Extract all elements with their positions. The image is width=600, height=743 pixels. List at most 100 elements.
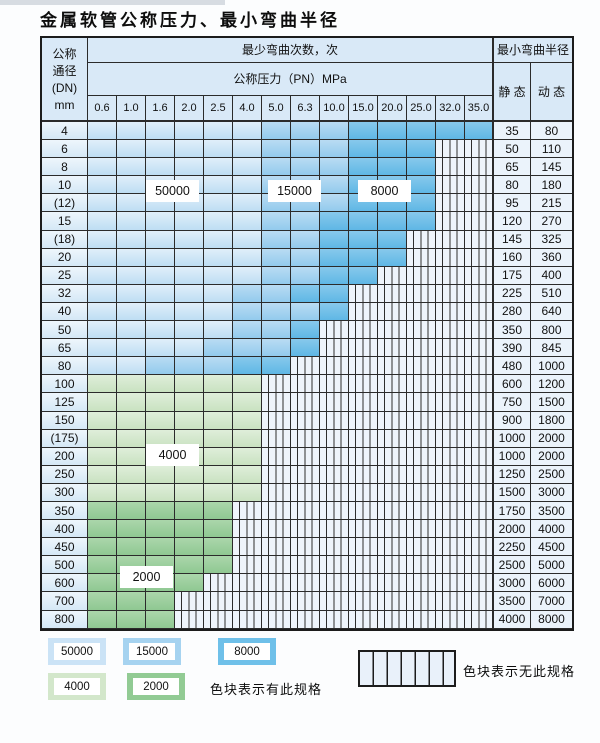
spec-cell xyxy=(88,339,117,358)
spec-cell xyxy=(320,393,349,412)
legend-swatch-label: 2000 xyxy=(133,678,179,695)
dn-label: 15 xyxy=(42,212,88,231)
legend-swatch-label: 50000 xyxy=(54,643,100,660)
spec-cell xyxy=(349,375,378,394)
spec-cell xyxy=(233,556,262,575)
legend-swatch: 50000 xyxy=(48,638,106,665)
spec-cell xyxy=(320,465,349,484)
spec-cell xyxy=(117,465,146,484)
spec-cell xyxy=(117,140,146,159)
spec-cell xyxy=(146,321,175,340)
dynamic-value: 325 xyxy=(531,230,572,249)
spec-cell xyxy=(117,411,146,430)
spec-cell xyxy=(407,302,436,322)
spec-cell xyxy=(175,520,204,539)
spec-cell xyxy=(407,574,436,593)
dynamic-value: 800 xyxy=(531,321,572,340)
legend-swatch: 8000 xyxy=(218,638,276,665)
spec-cell xyxy=(349,574,378,593)
spec-cell xyxy=(465,556,494,575)
legend-swatch-label: 15000 xyxy=(129,643,175,660)
spec-cell xyxy=(175,592,204,611)
spec-cell xyxy=(291,429,320,448)
spec-cell xyxy=(233,411,262,430)
spec-cell xyxy=(117,483,146,502)
spec-cell xyxy=(146,302,175,322)
spec-cell xyxy=(117,357,146,376)
spec-cell xyxy=(465,393,494,412)
dynamic-value: 80 xyxy=(531,122,572,141)
spec-cell xyxy=(291,122,320,141)
spec-cell xyxy=(204,122,233,141)
spec-cell xyxy=(204,520,233,539)
spec-cell xyxy=(320,610,349,629)
spec-cell xyxy=(175,375,204,394)
pressure-tick: 15.0 xyxy=(349,96,378,122)
static-value: 1250 xyxy=(494,465,531,484)
spec-cell xyxy=(88,592,117,611)
spec-cell xyxy=(320,339,349,358)
spec-cell xyxy=(291,321,320,340)
spec-cell xyxy=(320,266,349,285)
spec-cell xyxy=(233,158,262,177)
spec-cell xyxy=(262,465,291,484)
legend-swatch-label: 4000 xyxy=(54,678,100,695)
static-value: 2000 xyxy=(494,520,531,539)
dynamic-value: 2000 xyxy=(531,447,572,466)
spec-cell xyxy=(88,483,117,502)
spec-cell xyxy=(204,321,233,340)
spec-cell xyxy=(88,610,117,629)
spec-cell xyxy=(291,375,320,394)
spec-cell xyxy=(175,574,204,593)
legend-swatch: 4000 xyxy=(48,673,106,700)
spec-cell xyxy=(465,339,494,358)
spec-cell xyxy=(204,483,233,502)
spec-cell xyxy=(233,212,262,231)
dn-label: 350 xyxy=(42,501,88,521)
spec-cell xyxy=(436,194,465,213)
spec-cell xyxy=(407,140,436,159)
spec-cell xyxy=(349,321,378,340)
dn-label: 20 xyxy=(42,248,88,267)
dynamic-value: 1500 xyxy=(531,393,572,412)
spec-cell xyxy=(175,501,204,521)
spec-cell xyxy=(378,375,407,394)
spec-cell xyxy=(465,176,494,195)
spec-cell xyxy=(436,302,465,322)
dn-label: 400 xyxy=(42,520,88,539)
spec-cell xyxy=(378,501,407,521)
spec-cell xyxy=(407,122,436,141)
dynamic-value: 1000 xyxy=(531,357,572,376)
spec-cell xyxy=(88,465,117,484)
spec-cell xyxy=(175,321,204,340)
spec-cell xyxy=(291,411,320,430)
pressure-tick: 10.0 xyxy=(320,96,349,122)
spec-cell xyxy=(378,339,407,358)
spec-cell xyxy=(291,465,320,484)
dn-label: 200 xyxy=(42,447,88,466)
dn-label: 6 xyxy=(42,140,88,159)
spec-cell xyxy=(88,321,117,340)
spec-cell xyxy=(465,574,494,593)
spec-cell xyxy=(465,284,494,303)
spec-cell xyxy=(204,212,233,231)
spec-cell xyxy=(349,429,378,448)
spec-cell xyxy=(233,321,262,340)
static-value: 750 xyxy=(494,393,531,412)
spec-cell xyxy=(117,339,146,358)
spec-cell xyxy=(378,212,407,231)
spec-cell xyxy=(262,520,291,539)
spec-cell xyxy=(204,538,233,557)
spec-cell xyxy=(407,339,436,358)
spec-cell xyxy=(407,520,436,539)
spec-cell xyxy=(146,610,175,629)
cycle-count-label: 8000 xyxy=(358,180,411,202)
spec-cell xyxy=(262,574,291,593)
spec-cell xyxy=(175,140,204,159)
static-value: 50 xyxy=(494,140,531,159)
spec-cell xyxy=(204,574,233,593)
spec-cell xyxy=(465,375,494,394)
spec-cell xyxy=(407,357,436,376)
dn-header-line: 公称 xyxy=(52,46,77,61)
dynamic-value: 845 xyxy=(531,339,572,358)
